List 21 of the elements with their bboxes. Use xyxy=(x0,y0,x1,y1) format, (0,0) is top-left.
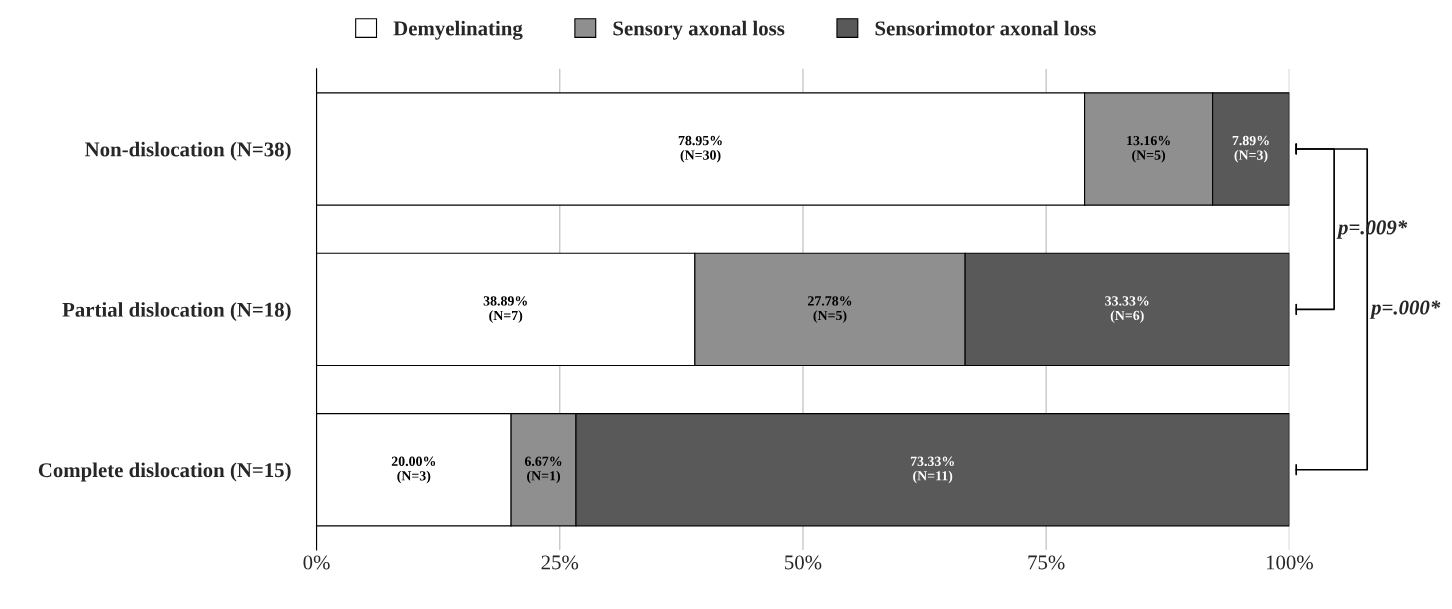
y-tick-label: Complete dislocation (N=15) xyxy=(38,462,291,482)
data-label: 78.95% (N=30) xyxy=(678,135,722,163)
x-tick-label: 75% xyxy=(1028,555,1065,570)
x-tick-label: 100% xyxy=(1266,555,1313,570)
data-label: 27.78% (N=5) xyxy=(808,296,852,323)
x-tick-label: 25% xyxy=(541,555,579,570)
legend-label: Demyelinating xyxy=(393,20,523,40)
text: p=.000* xyxy=(1369,300,1441,319)
data-label: 20.00% (N=3) xyxy=(391,456,436,484)
legend-label: Sensory axonal loss xyxy=(613,20,785,40)
data-label: 6.67% (N=1) xyxy=(524,456,562,484)
y-tick-label: Partial dislocation (N=18) xyxy=(62,302,291,322)
data-label: 13.16% (N=5) xyxy=(1127,135,1170,163)
data-label: 38.89% (N=7) xyxy=(483,296,527,323)
x-tick-label: 0% xyxy=(303,555,330,570)
x-tick-label: 50% xyxy=(785,555,822,570)
data-label: 7.89% (N=3) xyxy=(1232,135,1269,163)
data-label: 33.33% (N=6) xyxy=(1105,296,1149,323)
y-tick-label: Non-dislocation (N=38) xyxy=(85,141,291,161)
data-label: 73.33% (N=11) xyxy=(910,456,954,484)
legend-label: Sensorimotor axonal loss xyxy=(875,20,1096,36)
